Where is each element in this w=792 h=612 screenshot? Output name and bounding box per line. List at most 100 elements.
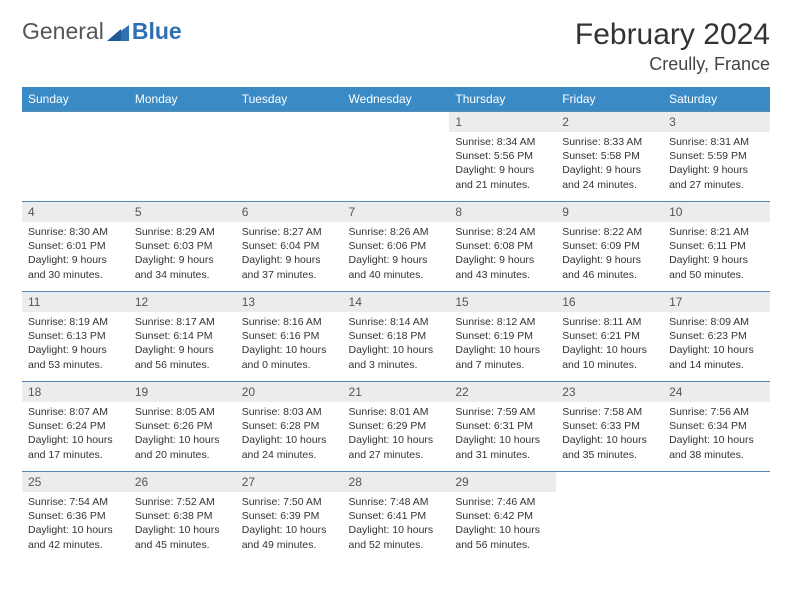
weekday-header: Wednesday [343, 87, 450, 112]
calendar-day-cell: . [236, 112, 343, 202]
calendar-body: ....1Sunrise: 8:34 AMSunset: 5:56 PMDayl… [22, 112, 770, 562]
calendar-day-cell: 13Sunrise: 8:16 AMSunset: 6:16 PMDayligh… [236, 292, 343, 382]
day-details: Sunrise: 7:50 AMSunset: 6:39 PMDaylight:… [236, 492, 343, 558]
day-number: 2 [556, 112, 663, 132]
calendar-day-cell: 7Sunrise: 8:26 AMSunset: 6:06 PMDaylight… [343, 202, 450, 292]
calendar-day-cell: 5Sunrise: 8:29 AMSunset: 6:03 PMDaylight… [129, 202, 236, 292]
calendar-week-row: 25Sunrise: 7:54 AMSunset: 6:36 PMDayligh… [22, 472, 770, 562]
calendar-day-cell: 6Sunrise: 8:27 AMSunset: 6:04 PMDaylight… [236, 202, 343, 292]
calendar-week-row: 18Sunrise: 8:07 AMSunset: 6:24 PMDayligh… [22, 382, 770, 472]
calendar-day-cell: 15Sunrise: 8:12 AMSunset: 6:19 PMDayligh… [449, 292, 556, 382]
calendar-day-cell: 27Sunrise: 7:50 AMSunset: 6:39 PMDayligh… [236, 472, 343, 562]
day-number: 18 [22, 382, 129, 402]
day-details: Sunrise: 8:16 AMSunset: 6:16 PMDaylight:… [236, 312, 343, 378]
day-details: Sunrise: 8:11 AMSunset: 6:21 PMDaylight:… [556, 312, 663, 378]
day-number: 3 [663, 112, 770, 132]
day-number: 20 [236, 382, 343, 402]
day-details: Sunrise: 8:05 AMSunset: 6:26 PMDaylight:… [129, 402, 236, 468]
day-details: Sunrise: 7:56 AMSunset: 6:34 PMDaylight:… [663, 402, 770, 468]
calendar-day-cell: 4Sunrise: 8:30 AMSunset: 6:01 PMDaylight… [22, 202, 129, 292]
calendar-day-cell: 21Sunrise: 8:01 AMSunset: 6:29 PMDayligh… [343, 382, 450, 472]
calendar-day-cell: 19Sunrise: 8:05 AMSunset: 6:26 PMDayligh… [129, 382, 236, 472]
calendar-day-cell: 25Sunrise: 7:54 AMSunset: 6:36 PMDayligh… [22, 472, 129, 562]
weekday-header: Sunday [22, 87, 129, 112]
day-number: 5 [129, 202, 236, 222]
day-number: 21 [343, 382, 450, 402]
day-number: 22 [449, 382, 556, 402]
calendar-day-cell: 20Sunrise: 8:03 AMSunset: 6:28 PMDayligh… [236, 382, 343, 472]
day-number: 6 [236, 202, 343, 222]
calendar-day-cell: . [129, 112, 236, 202]
day-details: Sunrise: 8:14 AMSunset: 6:18 PMDaylight:… [343, 312, 450, 378]
day-details: Sunrise: 8:09 AMSunset: 6:23 PMDaylight:… [663, 312, 770, 378]
brand-logo: General Blue [22, 18, 182, 45]
day-number: 8 [449, 202, 556, 222]
day-details: Sunrise: 7:54 AMSunset: 6:36 PMDaylight:… [22, 492, 129, 558]
weekday-header: Thursday [449, 87, 556, 112]
calendar-day-cell: 12Sunrise: 8:17 AMSunset: 6:14 PMDayligh… [129, 292, 236, 382]
calendar-header-row: SundayMondayTuesdayWednesdayThursdayFrid… [22, 87, 770, 112]
calendar-table: SundayMondayTuesdayWednesdayThursdayFrid… [22, 87, 770, 562]
day-details: Sunrise: 7:59 AMSunset: 6:31 PMDaylight:… [449, 402, 556, 468]
calendar-day-cell: 8Sunrise: 8:24 AMSunset: 6:08 PMDaylight… [449, 202, 556, 292]
calendar-day-cell: . [22, 112, 129, 202]
day-number: 1 [449, 112, 556, 132]
calendar-day-cell: 17Sunrise: 8:09 AMSunset: 6:23 PMDayligh… [663, 292, 770, 382]
title-block: February 2024 Creully, France [575, 18, 770, 75]
day-details: Sunrise: 8:29 AMSunset: 6:03 PMDaylight:… [129, 222, 236, 288]
day-details: Sunrise: 8:34 AMSunset: 5:56 PMDaylight:… [449, 132, 556, 198]
weekday-header: Monday [129, 87, 236, 112]
day-details: Sunrise: 7:58 AMSunset: 6:33 PMDaylight:… [556, 402, 663, 468]
day-number: 10 [663, 202, 770, 222]
calendar-day-cell: 24Sunrise: 7:56 AMSunset: 6:34 PMDayligh… [663, 382, 770, 472]
page-title: February 2024 [575, 18, 770, 52]
day-details: Sunrise: 8:30 AMSunset: 6:01 PMDaylight:… [22, 222, 129, 288]
day-number: 12 [129, 292, 236, 312]
calendar-week-row: 4Sunrise: 8:30 AMSunset: 6:01 PMDaylight… [22, 202, 770, 292]
day-number: 28 [343, 472, 450, 492]
day-number: 13 [236, 292, 343, 312]
day-number: 9 [556, 202, 663, 222]
day-details: Sunrise: 8:33 AMSunset: 5:58 PMDaylight:… [556, 132, 663, 198]
day-details: Sunrise: 8:03 AMSunset: 6:28 PMDaylight:… [236, 402, 343, 468]
day-number: 15 [449, 292, 556, 312]
calendar-day-cell: 10Sunrise: 8:21 AMSunset: 6:11 PMDayligh… [663, 202, 770, 292]
day-details: Sunrise: 7:48 AMSunset: 6:41 PMDaylight:… [343, 492, 450, 558]
day-number: 7 [343, 202, 450, 222]
day-details: Sunrise: 8:26 AMSunset: 6:06 PMDaylight:… [343, 222, 450, 288]
calendar-day-cell: 18Sunrise: 8:07 AMSunset: 6:24 PMDayligh… [22, 382, 129, 472]
calendar-day-cell: 2Sunrise: 8:33 AMSunset: 5:58 PMDaylight… [556, 112, 663, 202]
day-details: Sunrise: 8:21 AMSunset: 6:11 PMDaylight:… [663, 222, 770, 288]
weekday-header: Tuesday [236, 87, 343, 112]
day-details: Sunrise: 8:07 AMSunset: 6:24 PMDaylight:… [22, 402, 129, 468]
weekday-header: Friday [556, 87, 663, 112]
day-number: 17 [663, 292, 770, 312]
day-number: 24 [663, 382, 770, 402]
header: General Blue February 2024 Creully, Fran… [22, 18, 770, 75]
brand-general: General [22, 18, 104, 45]
day-details: Sunrise: 8:24 AMSunset: 6:08 PMDaylight:… [449, 222, 556, 288]
day-number: 23 [556, 382, 663, 402]
calendar-day-cell: . [556, 472, 663, 562]
calendar-day-cell: . [663, 472, 770, 562]
calendar-week-row: ....1Sunrise: 8:34 AMSunset: 5:56 PMDayl… [22, 112, 770, 202]
calendar-week-row: 11Sunrise: 8:19 AMSunset: 6:13 PMDayligh… [22, 292, 770, 382]
calendar-day-cell: 16Sunrise: 8:11 AMSunset: 6:21 PMDayligh… [556, 292, 663, 382]
weekday-header: Saturday [663, 87, 770, 112]
calendar-day-cell: 14Sunrise: 8:14 AMSunset: 6:18 PMDayligh… [343, 292, 450, 382]
day-details: Sunrise: 8:22 AMSunset: 6:09 PMDaylight:… [556, 222, 663, 288]
day-details: Sunrise: 8:17 AMSunset: 6:14 PMDaylight:… [129, 312, 236, 378]
calendar-day-cell: 23Sunrise: 7:58 AMSunset: 6:33 PMDayligh… [556, 382, 663, 472]
day-number: 26 [129, 472, 236, 492]
day-number: 16 [556, 292, 663, 312]
day-details: Sunrise: 8:27 AMSunset: 6:04 PMDaylight:… [236, 222, 343, 288]
calendar-day-cell: 1Sunrise: 8:34 AMSunset: 5:56 PMDaylight… [449, 112, 556, 202]
brand-triangle-icon [107, 23, 129, 41]
day-details: Sunrise: 7:52 AMSunset: 6:38 PMDaylight:… [129, 492, 236, 558]
day-number: 4 [22, 202, 129, 222]
calendar-day-cell: 11Sunrise: 8:19 AMSunset: 6:13 PMDayligh… [22, 292, 129, 382]
calendar-day-cell: 26Sunrise: 7:52 AMSunset: 6:38 PMDayligh… [129, 472, 236, 562]
calendar-day-cell: . [343, 112, 450, 202]
day-details: Sunrise: 8:01 AMSunset: 6:29 PMDaylight:… [343, 402, 450, 468]
day-details: Sunrise: 8:12 AMSunset: 6:19 PMDaylight:… [449, 312, 556, 378]
